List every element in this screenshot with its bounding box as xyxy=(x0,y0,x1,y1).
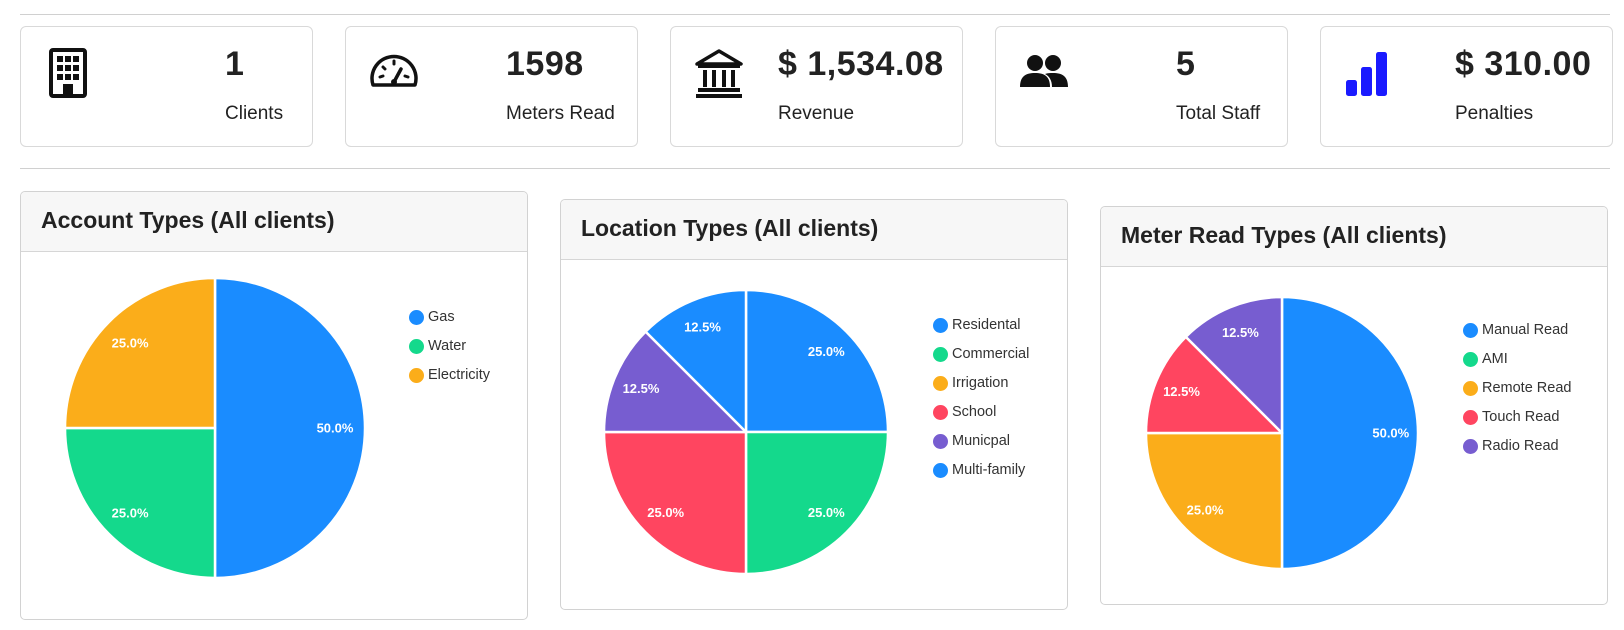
slice-data-label: 25.0% xyxy=(112,505,149,520)
legend-label: Remote Read xyxy=(1482,380,1572,396)
stat-label: Clients xyxy=(225,103,284,124)
legend-label: Manual Read xyxy=(1482,322,1569,338)
slice-data-label: 12.5% xyxy=(623,381,660,396)
slice-data-label: 25.0% xyxy=(808,505,845,520)
slice-data-label: 25.0% xyxy=(808,344,845,359)
stat-value: 1 xyxy=(225,45,245,83)
stat-label: Total Staff xyxy=(1176,103,1261,124)
pie-slice-radio-read[interactable] xyxy=(1184,295,1284,435)
chart-title: Location Types (All clients) xyxy=(561,200,1067,260)
pie-chart: 50.0% 25.0% 25.0% xyxy=(63,276,367,580)
chart-card-meter-read-types: Meter Read Types (All clients) 50.0% 25.0… xyxy=(1100,206,1608,605)
legend-label: Gas xyxy=(428,309,455,325)
legend-label: Touch Read xyxy=(1482,409,1560,425)
stat-value: 1598 xyxy=(506,45,584,83)
legend-label: AMI xyxy=(1482,351,1508,367)
pie-chart: 50.0% 25.0% 12.5% 12.5% xyxy=(1144,295,1420,571)
bank-icon xyxy=(693,47,745,99)
pie-slice-electricity[interactable] xyxy=(63,276,217,430)
speedometer-icon xyxy=(368,47,420,99)
legend-label: Irrigation xyxy=(952,375,1009,391)
legend-label: Municpal xyxy=(952,433,1011,449)
building-icon xyxy=(43,47,95,99)
pie-slice-remote-read[interactable] xyxy=(1144,431,1284,571)
legend-label: Residental xyxy=(952,317,1021,333)
legend-marker-icon xyxy=(1463,381,1478,396)
legend-label: Multi-family xyxy=(952,462,1026,478)
legend-marker-icon xyxy=(1463,410,1478,425)
stat-value: $ 1,534.08 xyxy=(778,45,944,83)
stat-card-clients[interactable]: 1 Clients xyxy=(20,26,313,147)
legend-label: Radio Read xyxy=(1482,438,1559,454)
chart-body: 50.0% 25.0% 12.5% 12.5% Manual Read AMI Remote… xyxy=(1101,267,1607,604)
slice-data-label: 25.0% xyxy=(112,336,149,351)
chart-card-account-types: Account Types (All clients) 50.0% 25.0% 25… xyxy=(20,191,528,620)
slice-data-label: 50.0% xyxy=(1372,426,1409,441)
stat-label: Penalties xyxy=(1455,103,1534,124)
chart-body: 50.0% 25.0% 25.0% Gas Water Electricity xyxy=(21,252,527,619)
pie-slice-municpal[interactable] xyxy=(602,330,748,434)
bar-chart-icon xyxy=(1343,47,1395,99)
legend-label: School xyxy=(952,404,997,420)
pie-slice-residental[interactable] xyxy=(744,288,890,434)
pie-slice-commercial[interactable] xyxy=(744,430,890,576)
slice-data-label: 25.0% xyxy=(647,505,684,520)
pie-slice-gas[interactable] xyxy=(213,276,367,580)
pie-slice-manual-read[interactable] xyxy=(1280,295,1420,571)
legend-label: Electricity xyxy=(428,367,491,383)
slice-data-label: 25.0% xyxy=(1187,502,1224,517)
stat-card-meters-read[interactable]: 1598 Meters Read xyxy=(345,26,638,147)
pie-slice-touch-read[interactable] xyxy=(1144,335,1284,435)
slice-data-label: 12.5% xyxy=(1163,384,1200,399)
legend-marker-icon xyxy=(1463,439,1478,454)
legend-marker-icon xyxy=(933,347,948,362)
legend-marker-icon xyxy=(933,463,948,478)
legend-marker-icon xyxy=(1463,323,1478,338)
stat-label: Revenue xyxy=(778,103,855,124)
legend-marker-icon xyxy=(933,318,948,333)
pie-slice-school[interactable] xyxy=(602,430,748,576)
chart-body: 25.0% 25.0% 25.0% 12.5% 12.5% Residental Comme… xyxy=(561,260,1067,609)
legend-marker-icon xyxy=(1463,352,1478,367)
people-icon xyxy=(1018,47,1070,99)
legend-marker-icon xyxy=(409,368,424,383)
slice-data-label: 12.5% xyxy=(684,320,721,335)
pie-slice-water[interactable] xyxy=(63,426,217,580)
top-divider xyxy=(20,14,1610,15)
stat-card-total-staff[interactable]: 5 Total Staff xyxy=(995,26,1288,147)
stat-card-penalties[interactable]: $ 310.00 Penalties xyxy=(1320,26,1613,147)
stat-value: 5 xyxy=(1176,45,1196,83)
slice-data-label: 12.5% xyxy=(1222,325,1259,340)
legend-marker-icon xyxy=(933,434,948,449)
pie-slice-multi-family[interactable] xyxy=(644,288,748,434)
slice-data-label: 50.0% xyxy=(317,421,354,436)
chart-title: Meter Read Types (All clients) xyxy=(1101,207,1607,267)
stat-label: Meters Read xyxy=(506,103,615,124)
legend-marker-icon xyxy=(409,339,424,354)
pie-chart: 25.0% 25.0% 25.0% 12.5% 12.5% xyxy=(602,288,890,576)
legend-marker-icon xyxy=(933,405,948,420)
chart-card-location-types: Location Types (All clients) 25.0% 25.0% 2… xyxy=(560,199,1068,610)
stat-card-revenue[interactable]: $ 1,534.08 Revenue xyxy=(670,26,963,147)
legend-marker-icon xyxy=(409,310,424,325)
legend-label: Commercial xyxy=(952,346,1030,362)
chart-title: Account Types (All clients) xyxy=(21,192,527,252)
section-divider xyxy=(20,168,1610,169)
stat-value: $ 310.00 xyxy=(1455,45,1592,83)
legend-marker-icon xyxy=(933,376,948,391)
legend-label: Water xyxy=(428,338,467,354)
